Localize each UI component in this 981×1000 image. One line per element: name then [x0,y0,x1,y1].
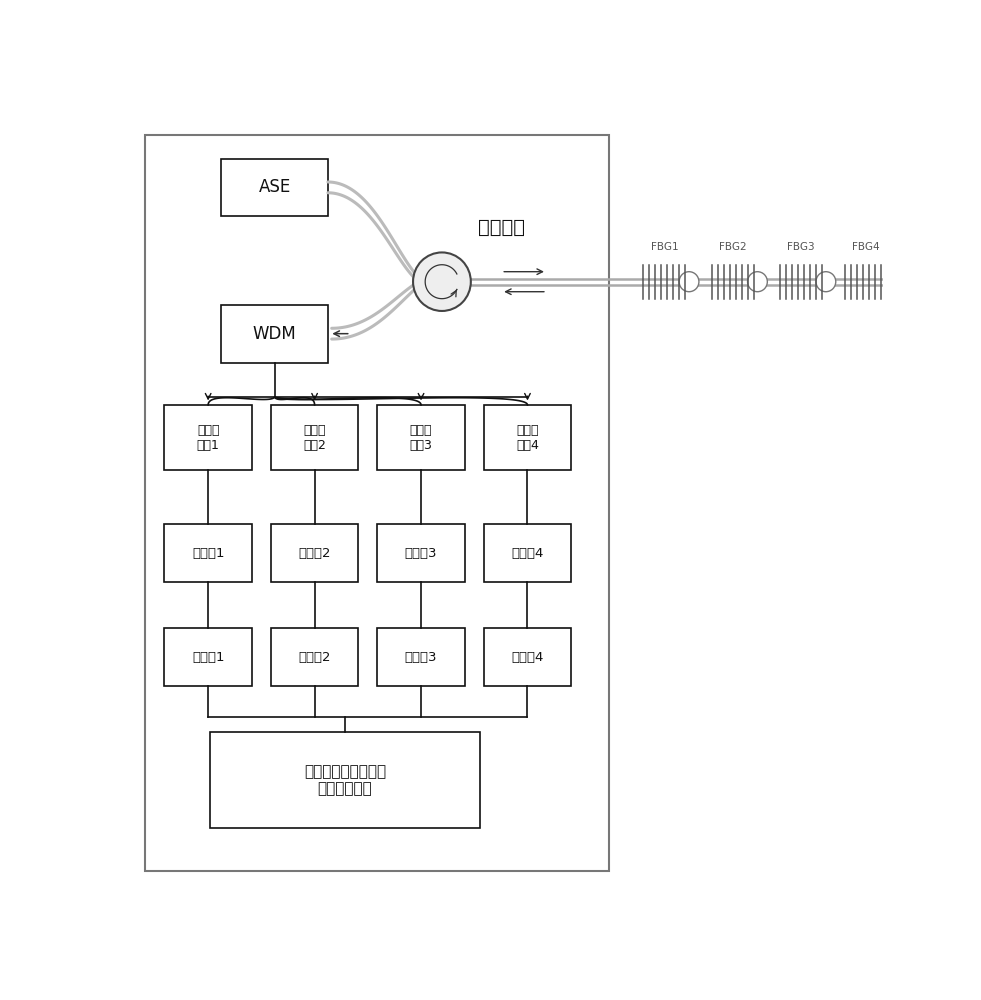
Text: FBG2: FBG2 [719,242,747,252]
Text: 高速数据处理模块和
数据显示模块: 高速数据处理模块和 数据显示模块 [304,764,387,796]
Text: 滤波器1: 滤波器1 [192,547,225,560]
Bar [165,405,252,470]
Bar [484,628,571,686]
Bar [165,628,252,686]
Bar [271,628,358,686]
Bar [222,305,328,363]
Text: FBG1: FBG1 [650,242,678,252]
Text: FBG4: FBG4 [852,242,880,252]
Bar [484,405,571,470]
Text: ASE: ASE [259,178,290,196]
Text: 滤波器3: 滤波器3 [405,547,438,560]
Text: 光电探
测器4: 光电探 测器4 [516,424,539,452]
Text: 光循环器: 光循环器 [479,218,526,237]
Bar [378,628,465,686]
Bar [378,524,465,582]
Bar [484,524,571,582]
Text: 放大器4: 放大器4 [511,651,543,664]
Circle shape [679,272,698,292]
Text: 滤波器4: 滤波器4 [511,547,543,560]
Bar [165,524,252,582]
Text: FBG3: FBG3 [788,242,815,252]
Bar [145,135,609,871]
Bar [210,732,480,828]
Bar [378,405,465,470]
Circle shape [413,252,471,311]
Bar [271,524,358,582]
Bar [222,158,328,216]
Text: 滤波器2: 滤波器2 [298,547,331,560]
Text: 光电探
测器2: 光电探 测器2 [303,424,326,452]
Circle shape [816,272,836,292]
Text: 光电探
测器1: 光电探 测器1 [197,424,220,452]
Text: 光电探
测器3: 光电探 测器3 [410,424,433,452]
Text: 放大器2: 放大器2 [298,651,331,664]
Text: 放大器1: 放大器1 [192,651,225,664]
Text: 放大器3: 放大器3 [405,651,438,664]
Circle shape [748,272,767,292]
Bar [271,405,358,470]
Text: WDM: WDM [253,325,296,343]
